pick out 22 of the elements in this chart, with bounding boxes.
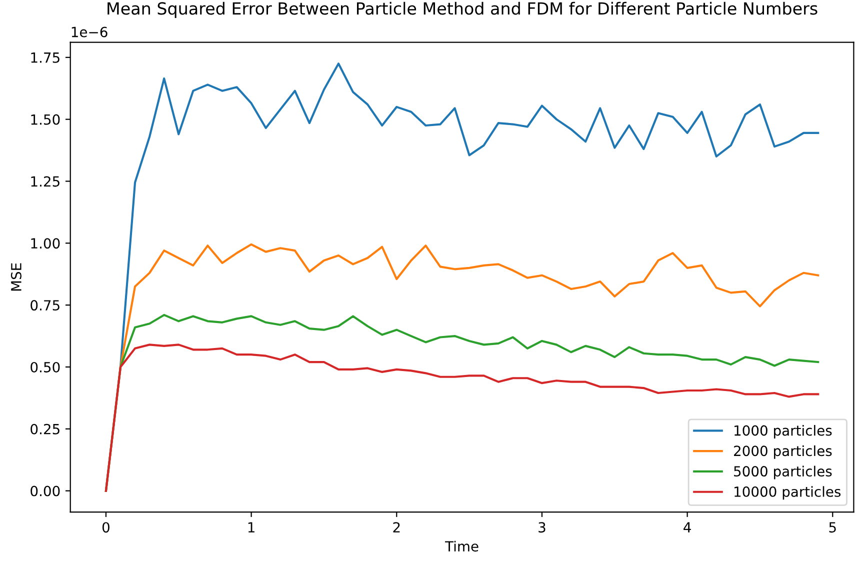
y-tick-label: 0.75 xyxy=(30,300,60,311)
y-axis-title: MSE xyxy=(10,263,22,291)
y-tick-label: 1.25 xyxy=(31,176,60,187)
x-tick-label: 1 xyxy=(248,522,254,532)
x-tick-label: 4 xyxy=(684,522,691,532)
x-tick-label: 2 xyxy=(393,522,400,532)
x-tick-label: 3 xyxy=(538,522,546,533)
y-tick-label: 1.50 xyxy=(31,114,60,125)
x-axis-title: Time xyxy=(445,540,478,552)
x-tick-label: 0 xyxy=(102,522,110,533)
y-tick-label: 0.25 xyxy=(30,424,60,434)
chart-title: Mean Squared Error Between Particle Method and FDM for Different Particle Numbers xyxy=(108,2,818,18)
text: 1e−6 xyxy=(72,26,108,38)
legend-label: 1000 particles xyxy=(734,425,832,438)
x-tick-label: 5 xyxy=(829,522,836,533)
y-tick-label: 0.50 xyxy=(30,362,60,372)
legend-label: 10000 particles xyxy=(734,486,841,500)
y-tick-label: 0.00 xyxy=(30,486,60,496)
y-tick-label: 1.00 xyxy=(31,238,60,249)
legend-label: 5000 particles xyxy=(734,466,832,480)
y-tick-label: 1.75 xyxy=(31,52,60,63)
legend-label: 2000 particles xyxy=(734,445,832,459)
